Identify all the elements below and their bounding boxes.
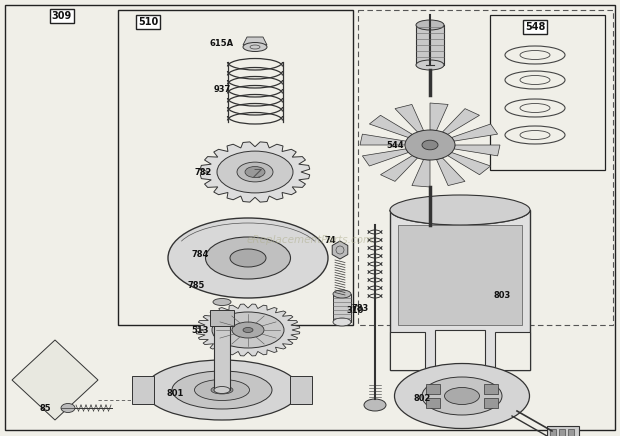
Bar — [484, 398, 498, 408]
Bar — [550, 429, 556, 436]
Bar — [568, 429, 574, 436]
Bar — [425, 384, 440, 394]
Ellipse shape — [237, 162, 273, 182]
Text: 783: 783 — [352, 303, 369, 313]
Polygon shape — [362, 149, 409, 166]
Bar — [398, 225, 522, 325]
Bar — [484, 384, 498, 394]
Bar — [547, 426, 579, 436]
Ellipse shape — [405, 130, 455, 160]
Ellipse shape — [214, 386, 230, 394]
Polygon shape — [332, 241, 348, 259]
Polygon shape — [12, 340, 98, 420]
Ellipse shape — [214, 317, 230, 324]
Ellipse shape — [61, 403, 75, 412]
Text: 85: 85 — [39, 403, 51, 412]
Text: 785: 785 — [187, 280, 205, 290]
Ellipse shape — [364, 399, 386, 411]
Ellipse shape — [333, 290, 351, 298]
Bar — [333, 294, 351, 322]
Bar — [435, 330, 485, 370]
Bar — [425, 398, 440, 408]
Text: 309: 309 — [52, 11, 72, 21]
Polygon shape — [196, 304, 300, 356]
Ellipse shape — [422, 377, 502, 415]
Text: 802: 802 — [414, 394, 431, 402]
Text: 548: 548 — [525, 22, 545, 32]
Ellipse shape — [232, 322, 264, 338]
Ellipse shape — [416, 20, 444, 30]
Ellipse shape — [205, 237, 291, 279]
Bar — [358, 10, 613, 325]
Polygon shape — [381, 156, 417, 181]
Ellipse shape — [195, 379, 249, 401]
Bar — [390, 332, 425, 370]
Polygon shape — [243, 37, 267, 45]
Ellipse shape — [333, 318, 351, 326]
Text: Z: Z — [253, 167, 261, 181]
Bar — [559, 429, 565, 436]
Polygon shape — [370, 115, 412, 137]
Text: 801: 801 — [166, 388, 184, 398]
Ellipse shape — [144, 360, 299, 420]
Text: 544: 544 — [386, 140, 404, 150]
Bar — [118, 10, 353, 325]
Ellipse shape — [245, 167, 265, 177]
Text: 513: 513 — [191, 326, 209, 334]
Bar — [132, 376, 154, 404]
Ellipse shape — [390, 195, 530, 225]
Polygon shape — [451, 124, 498, 141]
Ellipse shape — [230, 249, 266, 267]
Ellipse shape — [168, 218, 328, 298]
Ellipse shape — [394, 364, 529, 429]
Polygon shape — [360, 134, 406, 145]
Polygon shape — [395, 105, 423, 132]
Text: eReplacementParts.com: eReplacementParts.com — [246, 235, 374, 245]
Ellipse shape — [243, 327, 253, 333]
Ellipse shape — [217, 151, 293, 193]
Polygon shape — [200, 142, 310, 202]
Bar — [490, 15, 605, 170]
Polygon shape — [443, 109, 479, 134]
Ellipse shape — [422, 140, 438, 150]
Polygon shape — [448, 153, 490, 175]
Ellipse shape — [416, 60, 444, 70]
Text: 615A: 615A — [210, 38, 234, 48]
Polygon shape — [436, 158, 465, 186]
Bar — [416, 25, 444, 65]
Ellipse shape — [211, 386, 233, 394]
Bar — [210, 310, 234, 326]
Bar — [390, 210, 530, 370]
Ellipse shape — [172, 371, 272, 409]
Ellipse shape — [213, 299, 231, 306]
Polygon shape — [454, 145, 500, 156]
Text: 310: 310 — [347, 306, 364, 314]
Text: 74: 74 — [324, 235, 336, 245]
Text: 782: 782 — [194, 167, 211, 177]
Ellipse shape — [212, 312, 284, 348]
Bar — [495, 332, 530, 370]
Bar — [290, 376, 312, 404]
Bar — [214, 320, 230, 390]
Text: 803: 803 — [494, 290, 511, 300]
Ellipse shape — [445, 388, 479, 405]
Text: 510: 510 — [138, 17, 158, 27]
Ellipse shape — [243, 42, 267, 51]
Text: 937: 937 — [213, 85, 231, 95]
Text: 784: 784 — [192, 249, 209, 259]
Polygon shape — [430, 103, 448, 130]
Polygon shape — [412, 160, 430, 187]
Ellipse shape — [423, 219, 437, 226]
